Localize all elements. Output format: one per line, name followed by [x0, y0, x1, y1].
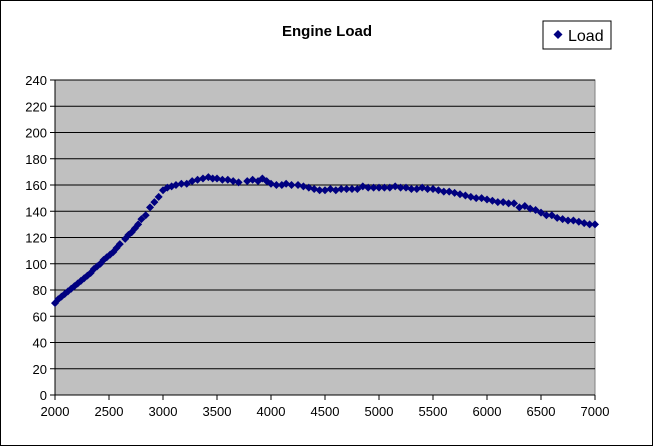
x-tick-label: 2500 — [95, 404, 124, 419]
x-tick-label: 7000 — [581, 404, 610, 419]
legend: Load — [543, 21, 611, 49]
y-tick-label: 80 — [33, 283, 47, 298]
y-tick-label: 200 — [25, 126, 47, 141]
y-tick-label: 40 — [33, 336, 47, 351]
x-tick-label: 4500 — [311, 404, 340, 419]
x-tick-label: 5500 — [419, 404, 448, 419]
x-tick-label: 3000 — [149, 404, 178, 419]
x-tick-label: 2000 — [41, 404, 70, 419]
y-tick-label: 20 — [33, 362, 47, 377]
y-tick-label: 220 — [25, 99, 47, 114]
y-tick-label: 120 — [25, 231, 47, 246]
y-tick-label: 240 — [25, 73, 47, 88]
y-tick-label: 180 — [25, 152, 47, 167]
x-tick-label: 5000 — [365, 404, 394, 419]
y-tick-label: 140 — [25, 204, 47, 219]
y-tick-label: 100 — [25, 257, 47, 272]
y-tick-label: 0 — [40, 388, 47, 403]
x-tick-label: 6000 — [473, 404, 502, 419]
y-tick-label: 60 — [33, 309, 47, 324]
y-tick-label: 160 — [25, 178, 47, 193]
x-axis-ticks: 2000 2500 3000 3500 4000 4500 5000 5500 6000 6500… — [41, 395, 610, 419]
x-tick-label: 6500 — [527, 404, 556, 419]
x-tick-label: 4000 — [257, 404, 286, 419]
x-tick-label: 3500 — [203, 404, 232, 419]
chart-title: Engine Load — [282, 23, 372, 40]
y-axis-ticks: 0 20 40 60 80 100 120 140 160 180 200 220 240 — [25, 73, 55, 403]
legend-label-load: Load — [568, 28, 604, 45]
